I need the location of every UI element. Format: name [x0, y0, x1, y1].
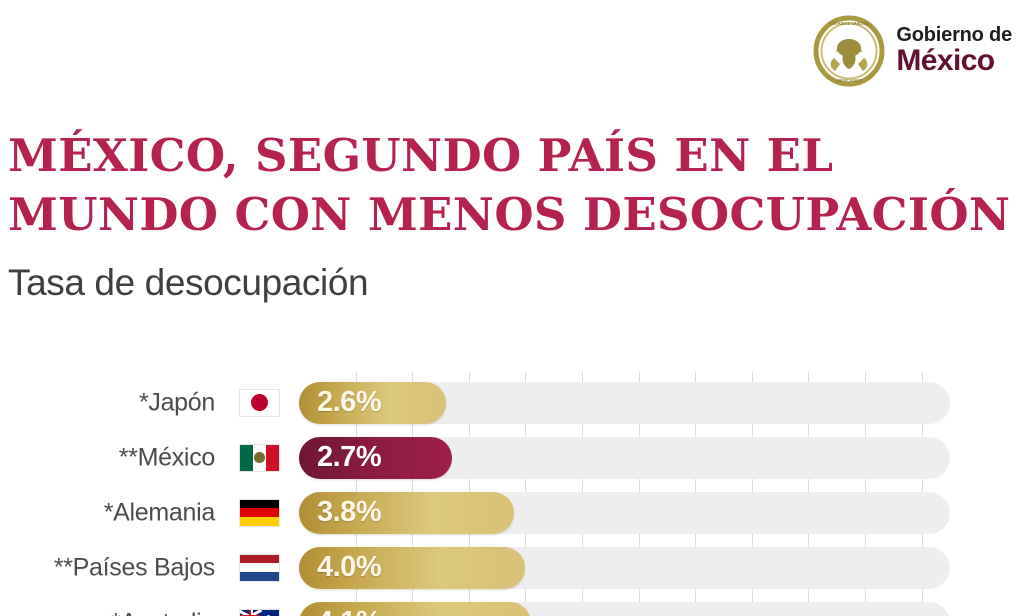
- chart-row: *Australia 4.1%: [0, 600, 1024, 616]
- mexican-coat-of-arms-icon: ESTADOS UNIDOS MEXICANOS: [812, 14, 886, 88]
- country-label: **México: [118, 443, 216, 471]
- bar-value-label: 2.7%: [317, 441, 382, 473]
- chart-row: **Países Bajos 4.0%: [0, 545, 1024, 590]
- logo-mexico-text: México: [896, 43, 995, 77]
- country-label: *Australia: [0, 608, 215, 616]
- country-label: *Japón: [138, 388, 215, 416]
- australia-flag-icon: [239, 608, 280, 616]
- mexico-flag-icon: [239, 443, 280, 472]
- logo-wordmark: Gobierno de México: [896, 25, 1012, 78]
- logo-gobierno-text: Gobierno de: [896, 23, 1012, 46]
- svg-text:ESTADOS UNIDOS: ESTADOS UNIDOS: [830, 21, 869, 26]
- page-title: MÉXICO, SEGUNDO PAÍS EN EL MUNDO CON MEN…: [8, 129, 1011, 242]
- chart-bar[interactable]: 2.7%: [299, 436, 452, 479]
- japan-flag-icon: [239, 388, 280, 417]
- chart-bar[interactable]: 2.6%: [299, 381, 446, 424]
- bar-value-label: 4.1%: [317, 606, 382, 616]
- unemployment-bar-chart: *Japón 2.6% **México 2.7% *Alemania 3.8% **Paí…: [0, 372, 1024, 616]
- page-subtitle: Tasa de desocupación: [8, 262, 369, 303]
- germany-flag-icon: [239, 498, 280, 527]
- bar-value-label: 3.8%: [317, 496, 382, 528]
- svg-text:MEXICANOS: MEXICANOS: [836, 78, 863, 83]
- chart-bar[interactable]: 4.1%: [299, 601, 531, 616]
- chart-row: **México 2.7%: [0, 435, 1024, 480]
- bar-value-label: 2.6%: [317, 386, 382, 418]
- chart-bar[interactable]: 3.8%: [299, 491, 514, 534]
- gobierno-de-mexico-logo: ESTADOS UNIDOS MEXICANOS Gobierno de Méx…: [812, 14, 1012, 88]
- bar-value-label: 4.0%: [317, 551, 382, 583]
- netherlands-flag-icon: [239, 553, 280, 582]
- country-label: *Alemania: [103, 498, 216, 526]
- chart-row: *Alemania 3.8%: [0, 490, 1024, 535]
- chart-row: *Japón 2.6%: [0, 380, 1024, 425]
- chart-bar[interactable]: 4.0%: [299, 546, 525, 589]
- country-label: **Países Bajos: [53, 553, 215, 581]
